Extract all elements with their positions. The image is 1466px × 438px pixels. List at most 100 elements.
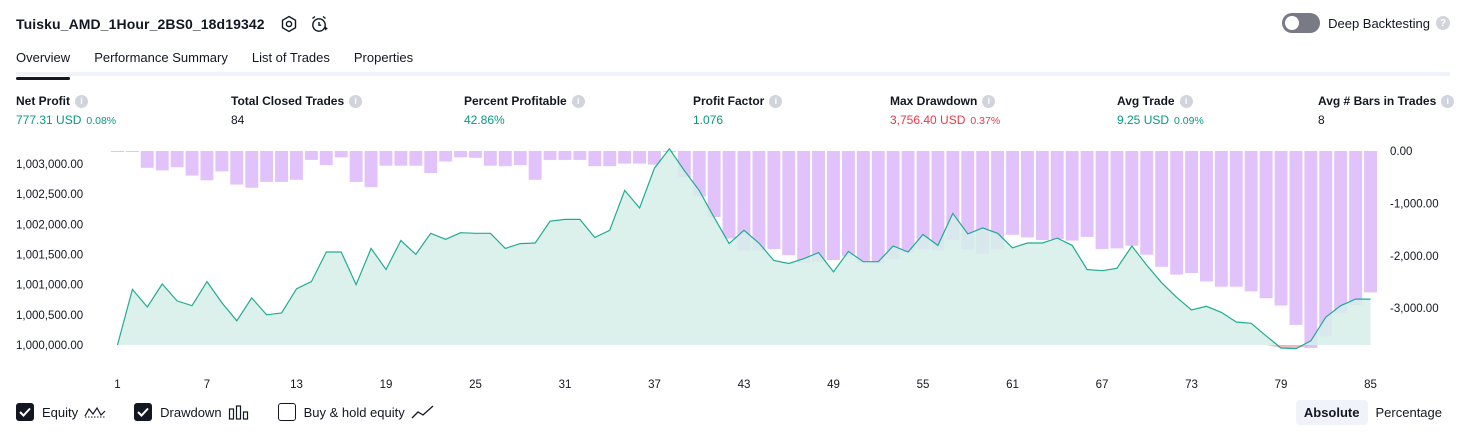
tab-overview[interactable]: Overview xyxy=(16,46,71,80)
net-profit-value: 777.31 USD xyxy=(16,113,82,127)
legend-buy-hold[interactable]: Buy & hold equity xyxy=(277,403,435,421)
report-tabs: Overview Performance Summary List of Tra… xyxy=(16,46,1450,80)
drawdown-bar xyxy=(558,151,572,160)
drawdown-bar xyxy=(1200,151,1213,282)
y-left-tick-label: 1,000,000.00 xyxy=(16,340,83,352)
help-icon[interactable]: ? xyxy=(1436,16,1450,30)
drawdown-bar xyxy=(573,151,587,160)
stat-percent-profitable: Percent Profitable i 42.86% xyxy=(464,94,585,127)
x-tick-label: 13 xyxy=(290,379,303,391)
info-icon[interactable]: i xyxy=(75,94,88,108)
stat-label: Avg # Bars in Trades xyxy=(1318,94,1437,108)
drawdown-bar xyxy=(1349,151,1363,305)
max-drawdown-pct: 0.37% xyxy=(970,115,1001,127)
buy-hold-checkbox[interactable] xyxy=(277,403,296,421)
avg-bars-value: 8 xyxy=(1318,113,1325,127)
drawdown-bar xyxy=(1140,151,1154,255)
deep-backtesting-toggle[interactable] xyxy=(1282,13,1321,33)
y-right-tick-label: -2,000.00 xyxy=(1390,251,1439,263)
stat-avg-trade: Avg Trade i 9.25 USD 0.09% xyxy=(1117,94,1204,127)
drawdown-bar xyxy=(1006,151,1019,235)
legend-drawdown[interactable]: Drawdown xyxy=(134,403,249,421)
drawdown-bar xyxy=(588,151,602,167)
drawdown-bar xyxy=(543,151,557,160)
drawdown-bar xyxy=(1035,151,1049,240)
drawdown-bar xyxy=(1304,151,1318,348)
drawdown-bar xyxy=(842,151,855,257)
equity-line xyxy=(116,147,1371,350)
drawdown-bar xyxy=(349,151,363,182)
drawdown-bar xyxy=(856,151,870,263)
drawdown-checkbox[interactable] xyxy=(134,403,153,421)
drawdown-bar xyxy=(439,151,453,162)
drawdown-bar xyxy=(454,151,467,158)
drawdown-bar xyxy=(707,151,721,217)
equity-checkbox[interactable] xyxy=(16,403,34,421)
strategy-header: Tuisku_AMD_1Hour_2BS0_18d19342 xyxy=(16,12,329,36)
drawdown-bar xyxy=(961,151,975,250)
drawdown-bar xyxy=(1229,151,1243,287)
strategy-title: Tuisku_AMD_1Hour_2BS0_18d19342 xyxy=(16,16,265,32)
drawdown-bar xyxy=(737,151,751,251)
drawdown-bar xyxy=(648,151,661,165)
x-tick-label: 49 xyxy=(827,379,840,391)
drawdown-bar xyxy=(275,151,288,182)
drawdown-bar xyxy=(767,151,781,249)
equity-drawdown-chart[interactable]: 1,003,000.00 1,002,500.00 1,002,000.00 1,00… xyxy=(0,138,1466,396)
drawdown-bar xyxy=(260,151,274,182)
info-icon[interactable]: i xyxy=(349,94,363,108)
stats-row: Net Profit i 777.31 USD 0.08% Total Closed… xyxy=(0,94,1466,130)
alert-icon[interactable] xyxy=(309,14,329,34)
x-tick-label: 67 xyxy=(1096,379,1109,391)
info-icon[interactable]: i xyxy=(1179,94,1193,108)
absolute-button[interactable]: Absolute xyxy=(1295,400,1368,425)
x-tick-label: 37 xyxy=(648,379,661,391)
tab-properties[interactable]: Properties xyxy=(353,50,414,65)
y-right-tick-label: 0.00 xyxy=(1390,146,1412,158)
chart-legend: Equity Drawdown Buy & hold equity xyxy=(16,403,463,421)
x-tick-label: 1 xyxy=(114,379,120,391)
x-tick-label: 73 xyxy=(1185,379,1198,391)
info-icon[interactable]: i xyxy=(1441,94,1455,108)
drawdown-bar xyxy=(901,151,915,253)
legend-equity[interactable]: Equity xyxy=(16,403,106,421)
drawdown-bar xyxy=(1289,151,1303,325)
x-tick-label: 85 xyxy=(1364,379,1377,391)
x-tick-label: 31 xyxy=(559,379,572,391)
drawdown-bar xyxy=(722,151,736,239)
drawdown-bar xyxy=(886,151,900,260)
tab-list-of-trades[interactable]: List of Trades xyxy=(251,50,330,65)
drawdown-bar xyxy=(976,151,990,254)
drawdown-bar xyxy=(1259,151,1273,299)
drawdown-bar xyxy=(916,151,930,250)
stat-total-closed-trades: Total Closed Trades i 84 xyxy=(231,94,363,127)
stat-label: Max Drawdown xyxy=(890,94,978,108)
drawdown-bar xyxy=(1244,151,1258,292)
percentage-button[interactable]: Percentage xyxy=(1375,405,1443,420)
settings-icon[interactable] xyxy=(279,14,299,34)
drawdown-bar xyxy=(424,151,438,173)
info-icon[interactable]: i xyxy=(769,94,783,108)
drawdown-bar xyxy=(140,151,154,168)
drawdown-bar xyxy=(409,151,423,166)
drawdown-bar xyxy=(1364,151,1377,293)
drawdown-bar xyxy=(1021,151,1034,238)
x-tick-label: 25 xyxy=(469,379,482,391)
avg-trade-value: 9.25 USD xyxy=(1117,113,1170,127)
info-icon[interactable]: i xyxy=(571,94,585,108)
deep-backtesting-label: Deep Backtesting xyxy=(1328,15,1430,31)
drawdown-bar xyxy=(633,151,646,164)
drawdown-bar xyxy=(513,151,527,166)
tab-performance-summary[interactable]: Performance Summary xyxy=(94,50,228,65)
drawdown-bar xyxy=(334,151,348,158)
drawdown-bar xyxy=(871,151,885,264)
net-profit-pct: 0.08% xyxy=(86,115,117,127)
y-left-tick-label: 1,002,000.00 xyxy=(16,219,83,231)
drawdown-bar xyxy=(469,151,482,158)
drawdown-bar xyxy=(215,151,229,172)
stat-net-profit: Net Profit i 777.31 USD 0.08% xyxy=(16,94,116,127)
x-tick-label: 61 xyxy=(1006,379,1019,391)
drawdown-bar xyxy=(111,151,124,152)
profit-factor-value: 1.076 xyxy=(693,113,724,127)
info-icon[interactable]: i xyxy=(982,94,996,108)
